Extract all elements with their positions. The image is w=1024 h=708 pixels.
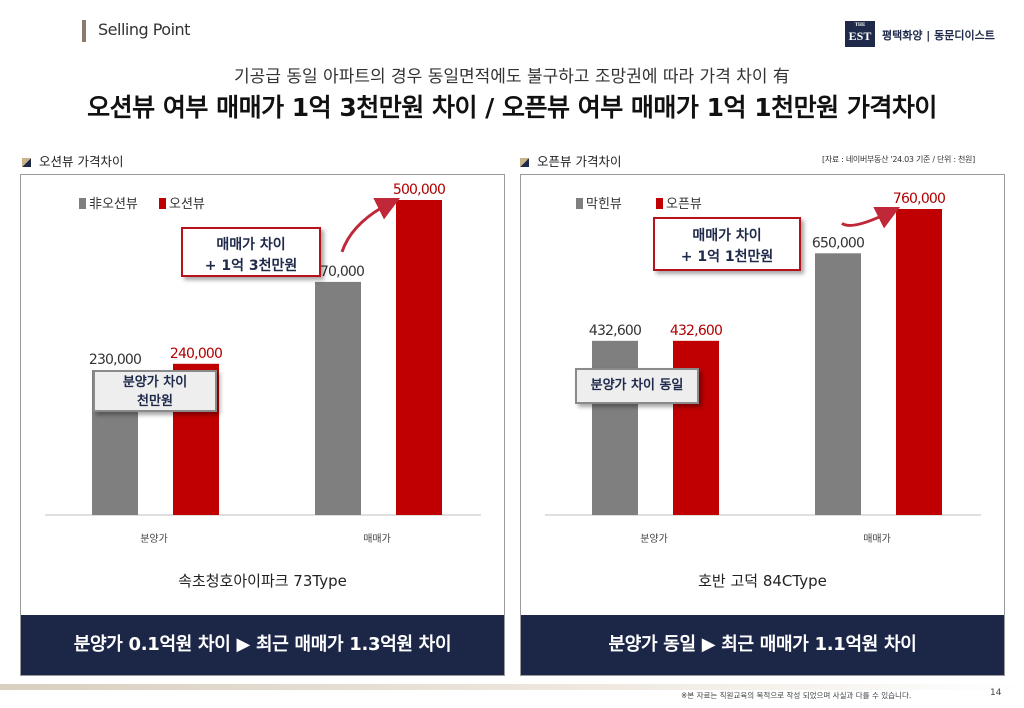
legend-swatch-0: [79, 198, 86, 209]
callout-line-2: + 1억 3천만원: [204, 258, 298, 274]
complex-name: 호반 고덕 84CType: [698, 572, 827, 590]
bar-매매가-0: [315, 281, 361, 515]
data-label: 650,000: [812, 235, 864, 251]
summary-banner: 분양가 0.1억원 차이 ▶ 최근 매매가 1.3억원 차이: [21, 615, 504, 675]
source-note: [자료 : 네이버부동산 '24.03 기준 / 단위 : 천원]: [822, 155, 975, 164]
bar-매매가-1: [896, 209, 942, 515]
header-accent-bar: [82, 20, 86, 42]
x-tick-label: 분양가: [640, 533, 668, 545]
legend-swatch-0: [576, 198, 583, 209]
legend-label-0: 非오션뷰: [89, 197, 138, 212]
data-label: 432,600: [589, 323, 641, 339]
chart-panel-ocean-view: 非오션뷰 오션뷰 230,000 240,000 분양가 370,000 500,000 매매…: [20, 174, 505, 676]
x-tick-label: 매매가: [863, 533, 891, 545]
footer-disclaimer: ※본 자료는 직원교육의 목적으로 작성 되었으며 사실과 다를 수 있습니다.: [681, 691, 912, 700]
legend-label-0: 막힌뷰: [586, 197, 622, 212]
brand-logo: THE EST: [845, 21, 875, 47]
legend-swatch-1: [159, 198, 166, 209]
callout-line-1: 분양가 차이 동일: [590, 378, 684, 393]
footer-divider: [0, 684, 1024, 690]
callout-presale-difference: 분양가 차이 천만원: [93, 370, 217, 412]
section-marker-icon: [22, 158, 31, 167]
bar-매매가-0: [815, 253, 861, 515]
data-label: 240,000: [170, 346, 222, 362]
x-tick-label: 분양가: [140, 533, 168, 545]
callout-presale-difference: 분양가 차이 동일: [575, 368, 699, 404]
brand-name: 평택화양 | 동문디이스트: [882, 29, 995, 42]
callout-line-2: 천만원: [137, 394, 173, 409]
page-headline: 오션뷰 여부 매매가 1억 3천만원 차이 / 오픈뷰 여부 매매가 1억 1천…: [87, 93, 937, 122]
section-label-ocean: 오션뷰 가격차이: [22, 151, 123, 170]
section-label-open-text: 오픈뷰 가격차이: [537, 154, 622, 169]
brand-logo-text: EST: [848, 29, 872, 43]
page-subtitle: 기공급 동일 아파트의 경우 동일면적에도 불구하고 조망권에 따라 가격 차이…: [234, 67, 790, 87]
summary-banner: 분양가 동일 ▶ 최근 매매가 1.1억원 차이: [521, 615, 1004, 675]
section-label-open: 오픈뷰 가격차이: [520, 151, 621, 170]
bar-분양가-0: [592, 340, 638, 515]
chart-panel-open-view: 막힌뷰 오픈뷰 432,600 432,600 분양가 650,000 760,000 매매가…: [520, 174, 1005, 676]
growth-arrow: [340, 197, 401, 253]
bar-매매가-1: [396, 200, 442, 515]
page-number: 14: [990, 688, 1002, 698]
data-label: 500,000: [393, 182, 445, 198]
bar-분양가-1: [673, 340, 719, 515]
data-label: 760,000: [893, 191, 945, 207]
data-label: 230,000: [89, 352, 141, 368]
callout-sale-price-difference: 매매가 차이 + 1억 3천만원: [181, 227, 321, 277]
legend-label-1: 오픈뷰: [666, 197, 702, 212]
section-title: Selling Point: [98, 20, 190, 39]
callout-line-1: 분양가 차이: [122, 375, 188, 390]
complex-name: 속초청호아이파크 73Type: [178, 572, 347, 590]
callout-line-1: 매매가 차이: [216, 237, 286, 253]
brand-logo-small: THE: [854, 23, 866, 28]
callout-line-1: 매매가 차이: [692, 228, 762, 244]
legend-swatch-1: [656, 198, 663, 209]
growth-arrow: [841, 206, 901, 229]
callout-line-2: + 1억 1천만원: [680, 249, 774, 265]
data-label: 370,000: [312, 264, 364, 280]
legend-label-1: 오션뷰: [169, 197, 205, 212]
section-label-ocean-text: 오션뷰 가격차이: [39, 154, 124, 169]
x-tick-label: 매매가: [363, 533, 391, 545]
data-label: 432,600: [670, 323, 722, 339]
callout-sale-price-difference: 매매가 차이 + 1억 1천만원: [653, 217, 801, 271]
section-marker-icon: [520, 158, 529, 167]
